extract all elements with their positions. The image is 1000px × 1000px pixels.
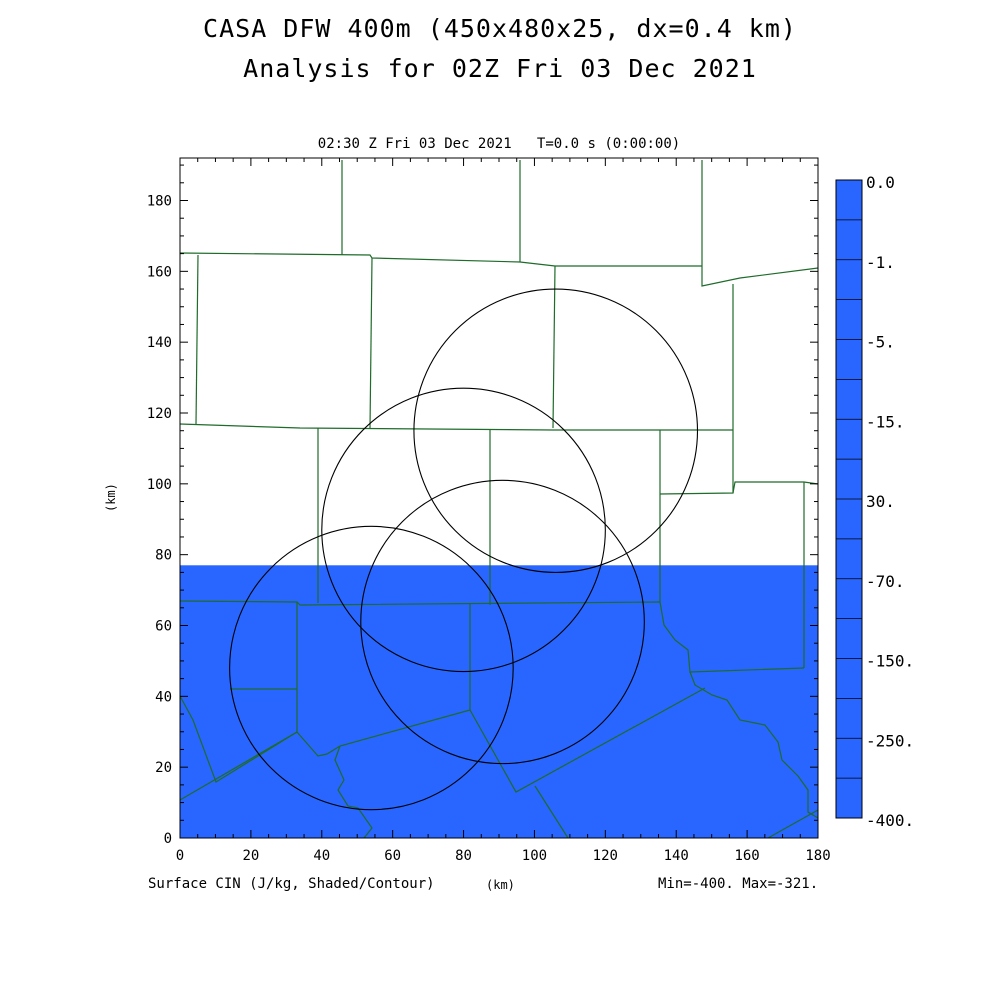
x-tick-label: 60	[384, 848, 401, 864]
county-line	[334, 745, 373, 839]
y-tick-label: 120	[147, 406, 172, 422]
x-tick-label: 120	[593, 848, 618, 864]
radar-range-ring	[413, 288, 699, 573]
y-tick-label: 100	[147, 477, 172, 493]
county-line	[179, 423, 733, 431]
county-line	[659, 481, 819, 495]
colorbar-level-label: -150.	[866, 652, 914, 671]
county-line	[179, 252, 702, 267]
x-axis-unit-label: (km)	[486, 878, 515, 892]
variable-label: Surface CIN (J/kg, Shaded/Contour)	[148, 876, 435, 892]
x-tick-label: 0	[176, 848, 184, 864]
y-tick-label: 80	[155, 548, 172, 564]
shaded-cin-region	[180, 565, 818, 838]
colorbar-level-label: -70.	[866, 572, 905, 591]
county-line	[195, 254, 199, 425]
county-line	[767, 809, 819, 839]
county-line	[659, 601, 805, 673]
time-label: 02:30 Z Fri 03 Dec 2021 T=0.0 s (0:00:00…	[317, 136, 681, 152]
county-line	[369, 257, 373, 429]
y-tick-label: 140	[147, 335, 172, 351]
y-tick-label: 0	[164, 831, 172, 847]
y-tick-label: 60	[155, 619, 172, 635]
radar-range-ring	[229, 525, 514, 811]
radar-range-ring	[360, 479, 645, 765]
y-tick-label: 20	[155, 760, 172, 776]
county-line	[552, 265, 556, 429]
figure-title-line-1: CASA DFW 400m (450x480x25, dx=0.4 km)	[203, 14, 797, 43]
colorbar-level-label: 0.0	[866, 173, 895, 192]
min-max-label: Min=-400. Max=-321.	[658, 876, 819, 892]
x-tick-label: 160	[734, 848, 759, 864]
colorbar-level-label: 30.	[866, 492, 895, 511]
x-tick-label: 20	[242, 848, 259, 864]
county-line	[179, 600, 661, 606]
county-line	[179, 695, 298, 783]
county-line	[179, 731, 298, 801]
y-tick-label: 180	[147, 194, 172, 210]
axes: 0 20 40 60 80 100 120 140 160 180 0 20 40 60 80 100 120 1…	[147, 157, 831, 864]
x-tick-label: 180	[805, 848, 830, 864]
colorbar: 0.0 -1. -5. -15. 30. -70. -150. -250. -400.	[835, 173, 914, 830]
shaded-region-layer	[180, 565, 818, 838]
county-line	[534, 785, 569, 839]
county-line	[689, 671, 819, 819]
county-line	[469, 687, 706, 793]
colorbar-level-label: -5.	[866, 333, 895, 352]
county-line	[701, 160, 819, 287]
x-tick-label: 100	[522, 848, 547, 864]
colorbar-level-label: -250.	[866, 731, 914, 750]
y-tick-label: 40	[155, 689, 172, 705]
x-tick-label: 80	[455, 848, 472, 864]
colorbar-level-label: -400.	[866, 811, 914, 830]
colorbar-level-label: -15.	[866, 412, 905, 431]
y-tick-label: 160	[147, 264, 172, 280]
radar-range-rings	[229, 288, 699, 811]
x-tick-label: 140	[664, 848, 689, 864]
radar-range-ring	[321, 387, 606, 673]
colorbar-level-label: -1.	[866, 253, 895, 272]
x-tick-label: 40	[313, 848, 330, 864]
county-boundaries	[179, 160, 819, 839]
figure-title-line-2: Analysis for 02Z Fri 03 Dec 2021	[243, 54, 757, 83]
